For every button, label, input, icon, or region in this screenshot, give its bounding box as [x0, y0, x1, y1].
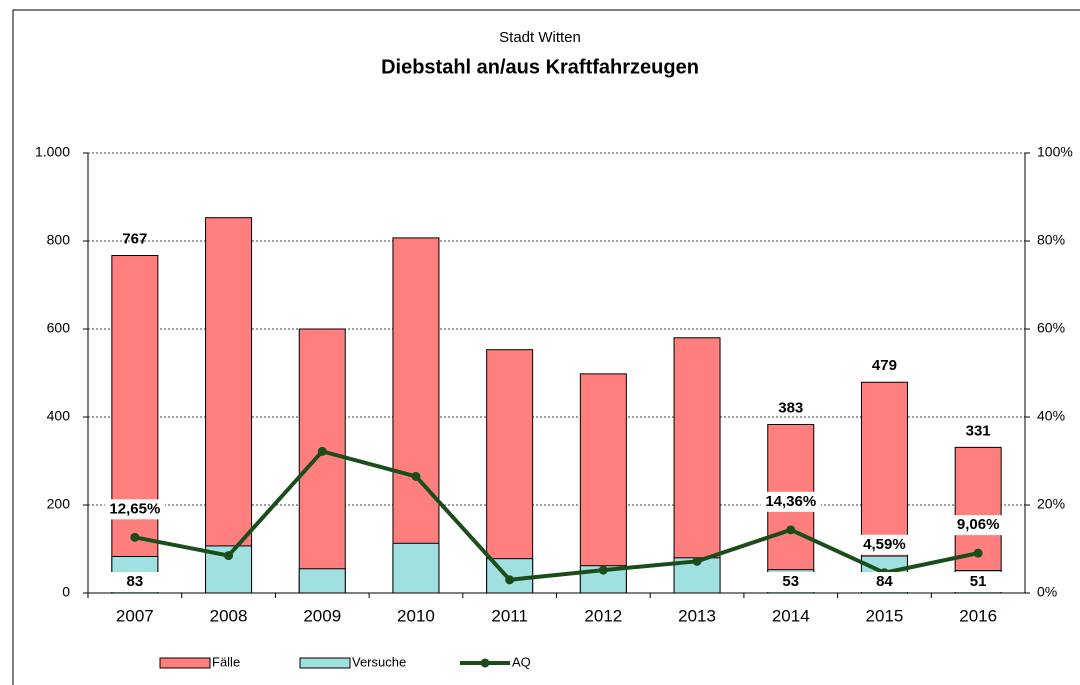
y-tick-label: 800	[47, 232, 71, 248]
line-point	[317, 446, 327, 456]
line-point	[973, 548, 983, 558]
bar	[392, 237, 440, 594]
label-bg	[104, 572, 165, 592]
x-tick-label: 2010	[397, 606, 435, 625]
bar	[579, 373, 627, 594]
y2-tick-label: 80%	[1037, 232, 1065, 248]
y-tick-label: 0	[62, 584, 70, 600]
legend-label: AQ	[512, 654, 531, 669]
legend-label: Fälle	[212, 654, 240, 669]
y-tick-label: 400	[47, 408, 71, 424]
line-point	[505, 575, 515, 585]
label-bg	[760, 572, 821, 592]
legend-swatch	[159, 657, 211, 669]
x-tick-label: 2009	[303, 606, 341, 625]
y-tick-label: 600	[47, 320, 71, 336]
y2-tick-label: 20%	[1037, 496, 1065, 512]
x-tick-label: 2015	[866, 606, 904, 625]
legend-marker	[480, 658, 490, 668]
line-point	[130, 532, 140, 542]
bar	[205, 217, 253, 594]
data-label: 479	[872, 357, 897, 374]
bar	[111, 255, 159, 594]
x-tick-label: 2008	[210, 606, 248, 625]
data-label: 4,59%	[863, 536, 906, 553]
y-tick-label: 200	[47, 496, 71, 512]
label-bg	[104, 499, 165, 520]
data-label: 83	[127, 573, 144, 590]
y2-tick-label: 100%	[1037, 144, 1073, 160]
chart-frame	[12, 9, 1080, 685]
data-label: 51	[970, 573, 987, 590]
label-bg	[854, 572, 915, 592]
legend-swatch	[299, 657, 351, 669]
line-point	[411, 471, 421, 481]
x-tick-label: 2016	[959, 606, 997, 625]
data-label: 53	[782, 573, 799, 590]
label-bg	[948, 572, 1009, 592]
bar	[298, 568, 346, 594]
y2-tick-label: 0%	[1037, 584, 1057, 600]
y2-tick-label: 40%	[1037, 408, 1065, 424]
bar	[392, 542, 440, 594]
bar	[486, 349, 534, 594]
x-tick-label: 2011	[491, 606, 528, 625]
x-tick-label: 2007	[116, 606, 154, 625]
line	[134, 449, 979, 582]
x-tick-label: 2012	[584, 606, 622, 625]
line-point	[598, 565, 608, 575]
y-tick-label: 1.000	[35, 144, 70, 160]
legend-label: Versuche	[352, 654, 406, 669]
bar	[298, 328, 346, 594]
label-bg	[948, 515, 1009, 536]
x-tick-label: 2013	[678, 606, 716, 625]
data-label: 12,65%	[109, 500, 160, 517]
data-label: 383	[778, 399, 803, 416]
label-bg	[854, 534, 915, 555]
line-point	[786, 525, 796, 535]
label-bg	[760, 491, 821, 512]
chart-title: Diebstahl an/aus Kraftfahrzeugen	[381, 56, 699, 78]
line-point	[692, 556, 702, 566]
data-label: 9,06%	[957, 516, 1000, 533]
line-point	[224, 551, 234, 561]
y2-tick-label: 60%	[1037, 320, 1065, 336]
data-label: 84	[876, 573, 893, 590]
data-label: 331	[966, 422, 991, 439]
data-label: 767	[122, 230, 147, 247]
data-label: 14,36%	[765, 493, 816, 510]
bar	[673, 337, 721, 594]
x-tick-label: 2014	[772, 606, 810, 625]
chart-subtitle: Stadt Witten	[499, 29, 581, 46]
